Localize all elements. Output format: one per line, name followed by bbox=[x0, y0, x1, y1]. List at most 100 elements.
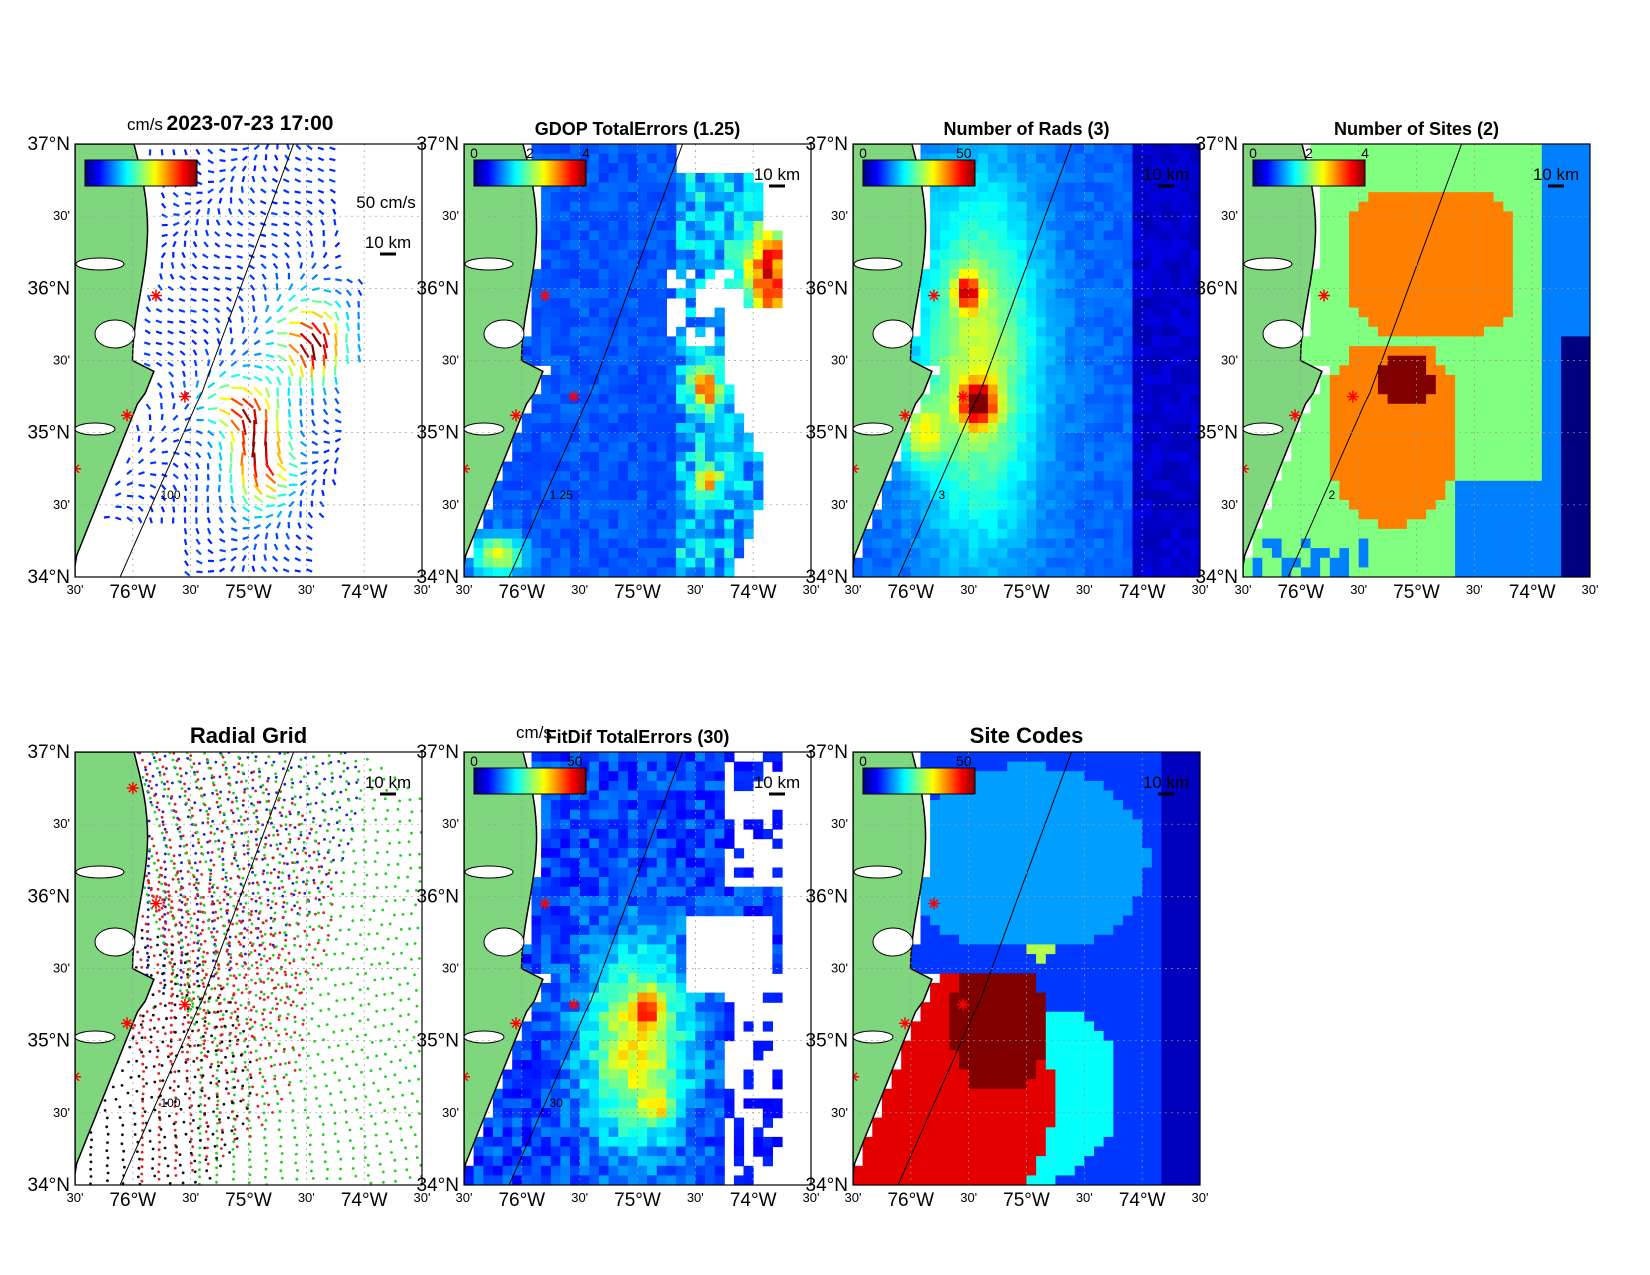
current-vector bbox=[238, 197, 244, 205]
sound-water bbox=[483, 319, 525, 349]
grid-cell bbox=[1026, 298, 1037, 309]
radial-point bbox=[254, 909, 258, 913]
grid-cell bbox=[521, 528, 532, 540]
grid-cell bbox=[695, 461, 706, 472]
grid-cell bbox=[1493, 230, 1504, 241]
grid-cell bbox=[1368, 201, 1379, 212]
current-vector bbox=[276, 387, 280, 397]
grid-cell bbox=[959, 144, 970, 155]
grid-cell bbox=[910, 346, 921, 357]
grid-cell bbox=[1532, 567, 1543, 577]
grid-cell bbox=[589, 221, 600, 232]
grid-cell bbox=[959, 528, 970, 540]
grid-cell bbox=[1387, 471, 1398, 482]
grid-cell bbox=[676, 249, 687, 260]
grid-cell bbox=[1074, 557, 1085, 568]
current-vector bbox=[242, 349, 249, 356]
radial-point bbox=[274, 775, 278, 779]
grid-cell bbox=[939, 221, 950, 232]
current-vector bbox=[264, 144, 270, 150]
grid-cell bbox=[853, 567, 864, 577]
current-vector bbox=[311, 489, 315, 497]
grid-cell bbox=[1561, 317, 1572, 328]
grid-cell bbox=[1464, 172, 1475, 184]
current-vector bbox=[299, 354, 308, 368]
grid-cell bbox=[1512, 221, 1524, 232]
grid-cell bbox=[1503, 182, 1514, 193]
grid-cell bbox=[1171, 394, 1182, 405]
grid-cell bbox=[724, 509, 735, 520]
grid-cell bbox=[1397, 317, 1408, 328]
grid-cell bbox=[1580, 423, 1590, 434]
current-vector bbox=[161, 233, 168, 238]
grid-cell bbox=[502, 538, 513, 549]
lat-tick-label: 30' bbox=[442, 497, 459, 512]
current-vector bbox=[253, 543, 258, 551]
grid-cell bbox=[1161, 182, 1172, 193]
radial-point bbox=[218, 775, 222, 779]
radial-point bbox=[241, 803, 245, 807]
grid-cell bbox=[1094, 365, 1105, 376]
grid-cell bbox=[666, 500, 677, 511]
grid-cell bbox=[531, 480, 542, 491]
grid-cell bbox=[1493, 269, 1504, 280]
grid-cell bbox=[1522, 413, 1533, 424]
grid-cell bbox=[685, 355, 696, 366]
grid-cell bbox=[627, 442, 639, 453]
current-vector bbox=[252, 554, 256, 561]
grid-cell bbox=[1045, 471, 1056, 482]
current-vector bbox=[334, 300, 342, 309]
grid-cell bbox=[1464, 182, 1475, 193]
current-vector bbox=[253, 144, 260, 151]
radial-point bbox=[257, 917, 260, 921]
grid-cell bbox=[1416, 442, 1427, 453]
grid-cell bbox=[1406, 336, 1418, 347]
grid-cell bbox=[666, 172, 677, 184]
grid-cell bbox=[589, 346, 600, 357]
grid-cell bbox=[1151, 461, 1162, 472]
grid-cell bbox=[608, 403, 619, 414]
grid-cell bbox=[753, 230, 764, 241]
grid-cell bbox=[714, 528, 725, 540]
grid-cell bbox=[1503, 240, 1514, 251]
grid-cell bbox=[1094, 413, 1105, 424]
grid-cell bbox=[685, 500, 696, 511]
current-vector bbox=[299, 409, 303, 417]
grid-cell bbox=[743, 230, 754, 241]
current-vector bbox=[306, 144, 313, 151]
grid-cell bbox=[1474, 230, 1485, 241]
grid-cell bbox=[656, 346, 667, 357]
grid-cell bbox=[1271, 519, 1283, 530]
grid-cell bbox=[705, 269, 716, 280]
grid-cell bbox=[1455, 461, 1466, 472]
grid-cell bbox=[579, 403, 590, 414]
grid-cell bbox=[1435, 355, 1446, 366]
grid-cell bbox=[1065, 423, 1076, 434]
current-vector bbox=[218, 452, 223, 461]
grid-cell bbox=[1132, 172, 1143, 184]
current-vector bbox=[183, 230, 188, 237]
grid-cell bbox=[1377, 519, 1389, 530]
radial-point bbox=[180, 953, 184, 957]
grid-cell bbox=[949, 509, 960, 520]
grid-cell bbox=[570, 326, 581, 337]
grid-cell bbox=[1484, 413, 1495, 424]
grid-cell bbox=[724, 192, 735, 203]
radial-point bbox=[161, 898, 165, 901]
grid-cell bbox=[570, 538, 581, 549]
radial-point bbox=[176, 827, 180, 831]
grid-cell bbox=[714, 519, 725, 530]
current-vector bbox=[323, 449, 330, 454]
current-vector bbox=[218, 441, 223, 451]
grid-cell bbox=[1094, 538, 1105, 549]
grid-cell bbox=[627, 384, 639, 395]
grid-cell bbox=[579, 519, 590, 530]
grid-cell bbox=[1320, 201, 1331, 212]
grid-cell bbox=[1142, 230, 1153, 241]
grid-cell bbox=[1397, 163, 1408, 174]
grid-cell bbox=[695, 548, 706, 559]
grid-cell bbox=[541, 557, 552, 568]
radial-point bbox=[315, 786, 319, 789]
grid-cell bbox=[570, 307, 581, 318]
